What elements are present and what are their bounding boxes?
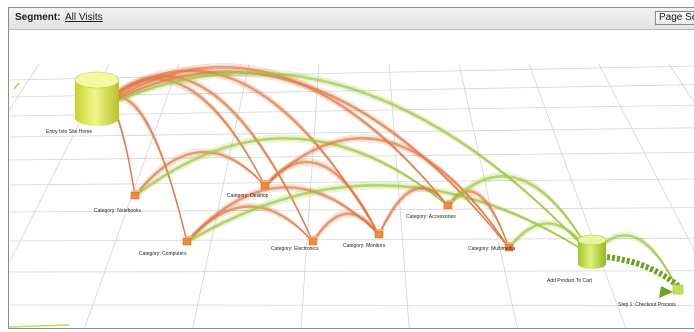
- flow-arc: [96, 70, 380, 236]
- flow-arc: [96, 73, 510, 249]
- flow-arc: [312, 215, 380, 244]
- segment-link[interactable]: All Visits: [65, 12, 103, 23]
- node-c3[interactable]: Category: Desktop: [227, 180, 271, 199]
- flow-arc: [186, 209, 314, 245]
- node-c4[interactable]: Category: Electronics: [271, 236, 319, 252]
- grid-line: [528, 63, 627, 328]
- node-label: Category: Desktop: [227, 193, 269, 199]
- flow-arc: [378, 189, 449, 237]
- flow-arc: [134, 153, 266, 198]
- flow-arc: [134, 141, 449, 207]
- path-flow-graph[interactable]: Entry Into Site Home Category: Notebooks C…: [9, 30, 694, 329]
- flow-arc: [312, 213, 380, 243]
- flow-arc: [134, 134, 449, 207]
- grid-line: [9, 178, 694, 186]
- grid-line: [9, 152, 694, 161]
- arrow-head-icon: [659, 286, 673, 298]
- node-checkout[interactable]: Step 1: Checkout Process: [618, 284, 684, 308]
- node-label: Category: Electronics: [271, 246, 319, 252]
- flow-arc: [264, 165, 380, 236]
- grid-line: [9, 65, 694, 81]
- flow-arc: [186, 183, 380, 241]
- flow-arc: [447, 194, 510, 249]
- node-add[interactable]: Add Product To Cart: [547, 234, 607, 284]
- flow-arc: [378, 187, 449, 236]
- flow-arc: [134, 152, 266, 197]
- grid-line: [458, 63, 518, 328]
- flow-arc: [447, 177, 593, 257]
- flow-arc: [96, 74, 593, 257]
- flow-arc: [264, 141, 510, 249]
- flow-arc: [96, 75, 593, 257]
- node-label: Category: Monitors: [343, 243, 386, 249]
- node-cube-icon: [130, 191, 140, 200]
- node-label: Step 1: Checkout Process: [618, 302, 676, 308]
- flow-arc: [447, 176, 593, 257]
- flow-arc: [264, 138, 510, 249]
- node-c5[interactable]: Category: Monitors: [343, 229, 386, 249]
- flow-arc: [186, 181, 593, 257]
- node-cube-top: [309, 236, 319, 238]
- node-cube-top: [375, 229, 385, 231]
- flow-arc: [378, 190, 449, 238]
- perspective-grid: [9, 63, 694, 328]
- node-cube-top: [261, 180, 271, 182]
- node-cube-icon: [672, 284, 684, 295]
- node-c7[interactable]: Category: Multimedia: [468, 242, 515, 252]
- node-cube-top: [505, 242, 515, 244]
- node-cylinder-top: [577, 234, 607, 246]
- grid-line: [388, 63, 410, 328]
- node-cylinder-icon: [75, 80, 119, 126]
- flow-arc: [96, 63, 449, 207]
- flow-arc: [96, 71, 510, 249]
- pathing-panel: Segment: All Visits Page Sele: [8, 7, 694, 329]
- node-cylinder-icon: [578, 240, 606, 269]
- node-cube-icon: [182, 237, 192, 246]
- node-cube-icon: [308, 237, 318, 246]
- page-select-button[interactable]: Page Sele: [655, 11, 694, 25]
- node-cube-icon: [260, 181, 270, 190]
- grid-line: [192, 63, 250, 328]
- corner-tick-icon: [13, 82, 20, 90]
- flow-arc: [134, 154, 266, 199]
- flow-arc: [312, 216, 380, 245]
- node-home[interactable]: Entry Into Site Home: [46, 71, 120, 135]
- grid-line: [9, 104, 694, 117]
- node-cube-top: [183, 236, 193, 238]
- node-label: Category: Computers: [139, 251, 187, 257]
- flow-nodes: Entry Into Site Home Category: Notebooks C…: [46, 71, 684, 308]
- node-c1[interactable]: Category: Notebooks: [94, 190, 141, 214]
- node-label: Category: Multimedia: [468, 246, 515, 252]
- node-label: Add Product To Cart: [547, 278, 593, 284]
- grid-line: [9, 207, 694, 213]
- node-cylinder-top: [74, 71, 120, 89]
- node-cube-top: [131, 190, 141, 192]
- grid-line: [300, 63, 320, 328]
- flow-arc: [134, 140, 449, 207]
- flow-arc: [264, 140, 510, 249]
- segment-toolbar: Segment: All Visits Page Sele: [9, 8, 694, 30]
- segment-label: Segment:: [15, 12, 61, 23]
- flow-arc: [447, 179, 593, 257]
- node-label: Category: Accessories: [406, 214, 456, 220]
- flow-arc: [96, 68, 593, 257]
- flow-arc: [96, 72, 593, 257]
- grid-line: [9, 270, 694, 273]
- flow-arc: [96, 72, 380, 236]
- node-label: Category: Notebooks: [94, 208, 141, 214]
- node-cube-icon: [374, 230, 384, 239]
- grid-line: [598, 63, 694, 251]
- node-cube-icon: [443, 201, 453, 210]
- node-c6[interactable]: Category: Accessories: [406, 200, 456, 220]
- grid-line: [9, 63, 40, 112]
- flow-arc: [186, 208, 314, 244]
- node-cube-top: [444, 200, 454, 202]
- flow-arc: [134, 138, 449, 207]
- node-c2[interactable]: Category: Computers: [139, 236, 193, 257]
- node-label: Entry Into Site Home: [46, 129, 92, 135]
- floor-edge-icon: [9, 324, 70, 328]
- path-flow-canvas[interactable]: Entry Into Site Home Category: Notebooks C…: [9, 30, 694, 329]
